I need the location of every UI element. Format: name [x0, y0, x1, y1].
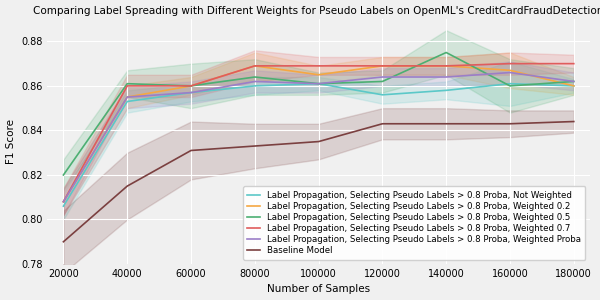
Label Propagation, Selecting Pseudo Labels > 0.8 Proba, Weighted 0.5: [570, 80, 577, 83]
Label Propagation, Selecting Pseudo Labels > 0.8 Proba, Weighted 0.2: [379, 64, 386, 68]
Label Propagation, Selecting Pseudo Labels > 0.8 Proba, Weighted 0.5: [379, 80, 386, 83]
Label Propagation, Selecting Pseudo Labels > 0.8 Proba, Not Weighted: [315, 82, 322, 85]
Baseline Model: [379, 122, 386, 126]
Label Propagation, Selecting Pseudo Labels > 0.8 Proba, Not Weighted: [60, 204, 67, 208]
Baseline Model: [251, 144, 259, 148]
Y-axis label: F1 Score: F1 Score: [5, 119, 16, 164]
Baseline Model: [443, 122, 450, 126]
Label Propagation, Selecting Pseudo Labels > 0.8 Proba, Weighted 0.5: [124, 82, 131, 85]
Label Propagation, Selecting Pseudo Labels > 0.8 Proba, Weighted Proba: [443, 75, 450, 79]
Label Propagation, Selecting Pseudo Labels > 0.8 Proba, Weighted 0.7: [506, 62, 514, 65]
Label Propagation, Selecting Pseudo Labels > 0.8 Proba, Weighted 0.2: [315, 73, 322, 76]
Label Propagation, Selecting Pseudo Labels > 0.8 Proba, Weighted 0.2: [443, 64, 450, 68]
Baseline Model: [570, 120, 577, 123]
Label Propagation, Selecting Pseudo Labels > 0.8 Proba, Weighted 0.7: [379, 64, 386, 68]
Label Propagation, Selecting Pseudo Labels > 0.8 Proba, Weighted 0.5: [443, 51, 450, 54]
Line: Label Propagation, Selecting Pseudo Labels > 0.8 Proba, Not Weighted: Label Propagation, Selecting Pseudo Labe…: [64, 84, 574, 206]
Baseline Model: [315, 140, 322, 143]
Label Propagation, Selecting Pseudo Labels > 0.8 Proba, Weighted Proba: [570, 80, 577, 83]
Label Propagation, Selecting Pseudo Labels > 0.8 Proba, Weighted 0.7: [570, 62, 577, 65]
Label Propagation, Selecting Pseudo Labels > 0.8 Proba, Weighted 0.2: [124, 95, 131, 99]
Baseline Model: [60, 240, 67, 244]
Label Propagation, Selecting Pseudo Labels > 0.8 Proba, Weighted Proba: [187, 91, 194, 94]
Line: Label Propagation, Selecting Pseudo Labels > 0.8 Proba, Weighted 0.5: Label Propagation, Selecting Pseudo Labe…: [64, 52, 574, 175]
Label Propagation, Selecting Pseudo Labels > 0.8 Proba, Weighted Proba: [251, 80, 259, 83]
Line: Label Propagation, Selecting Pseudo Labels > 0.8 Proba, Weighted 0.2: Label Propagation, Selecting Pseudo Labe…: [64, 66, 574, 202]
Label Propagation, Selecting Pseudo Labels > 0.8 Proba, Not Weighted: [187, 91, 194, 94]
Label Propagation, Selecting Pseudo Labels > 0.8 Proba, Weighted 0.5: [187, 84, 194, 88]
Baseline Model: [124, 184, 131, 188]
X-axis label: Number of Samples: Number of Samples: [267, 284, 370, 294]
Baseline Model: [187, 149, 194, 152]
Label Propagation, Selecting Pseudo Labels > 0.8 Proba, Weighted 0.7: [315, 64, 322, 68]
Label Propagation, Selecting Pseudo Labels > 0.8 Proba, Weighted 0.5: [60, 173, 67, 177]
Label Propagation, Selecting Pseudo Labels > 0.8 Proba, Weighted Proba: [315, 82, 322, 85]
Title: Comparing Label Spreading with Different Weights for Pseudo Labels on OpenML's C: Comparing Label Spreading with Different…: [34, 6, 600, 16]
Label Propagation, Selecting Pseudo Labels > 0.8 Proba, Weighted Proba: [506, 71, 514, 74]
Label Propagation, Selecting Pseudo Labels > 0.8 Proba, Weighted 0.2: [506, 68, 514, 72]
Label Propagation, Selecting Pseudo Labels > 0.8 Proba, Weighted 0.2: [60, 200, 67, 203]
Baseline Model: [506, 122, 514, 126]
Line: Baseline Model: Baseline Model: [64, 122, 574, 242]
Label Propagation, Selecting Pseudo Labels > 0.8 Proba, Weighted 0.7: [443, 64, 450, 68]
Label Propagation, Selecting Pseudo Labels > 0.8 Proba, Weighted 0.5: [506, 84, 514, 88]
Legend: Label Propagation, Selecting Pseudo Labels > 0.8 Proba, Not Weighted, Label Prop: Label Propagation, Selecting Pseudo Labe…: [243, 186, 586, 260]
Label Propagation, Selecting Pseudo Labels > 0.8 Proba, Weighted Proba: [124, 95, 131, 99]
Line: Label Propagation, Selecting Pseudo Labels > 0.8 Proba, Weighted 0.7: Label Propagation, Selecting Pseudo Labe…: [64, 64, 574, 202]
Label Propagation, Selecting Pseudo Labels > 0.8 Proba, Weighted 0.7: [124, 84, 131, 88]
Label Propagation, Selecting Pseudo Labels > 0.8 Proba, Not Weighted: [379, 93, 386, 97]
Label Propagation, Selecting Pseudo Labels > 0.8 Proba, Not Weighted: [124, 100, 131, 103]
Label Propagation, Selecting Pseudo Labels > 0.8 Proba, Weighted 0.7: [60, 200, 67, 203]
Label Propagation, Selecting Pseudo Labels > 0.8 Proba, Weighted 0.5: [315, 82, 322, 85]
Label Propagation, Selecting Pseudo Labels > 0.8 Proba, Weighted 0.5: [251, 75, 259, 79]
Label Propagation, Selecting Pseudo Labels > 0.8 Proba, Not Weighted: [570, 84, 577, 88]
Line: Label Propagation, Selecting Pseudo Labels > 0.8 Proba, Weighted Proba: Label Propagation, Selecting Pseudo Labe…: [64, 73, 574, 202]
Label Propagation, Selecting Pseudo Labels > 0.8 Proba, Weighted 0.2: [251, 64, 259, 68]
Label Propagation, Selecting Pseudo Labels > 0.8 Proba, Weighted 0.2: [187, 84, 194, 88]
Label Propagation, Selecting Pseudo Labels > 0.8 Proba, Weighted 0.2: [570, 84, 577, 88]
Label Propagation, Selecting Pseudo Labels > 0.8 Proba, Not Weighted: [506, 82, 514, 85]
Label Propagation, Selecting Pseudo Labels > 0.8 Proba, Weighted Proba: [60, 200, 67, 203]
Label Propagation, Selecting Pseudo Labels > 0.8 Proba, Weighted 0.7: [251, 64, 259, 68]
Label Propagation, Selecting Pseudo Labels > 0.8 Proba, Not Weighted: [251, 84, 259, 88]
Label Propagation, Selecting Pseudo Labels > 0.8 Proba, Weighted 0.7: [187, 84, 194, 88]
Label Propagation, Selecting Pseudo Labels > 0.8 Proba, Not Weighted: [443, 88, 450, 92]
Label Propagation, Selecting Pseudo Labels > 0.8 Proba, Weighted Proba: [379, 75, 386, 79]
